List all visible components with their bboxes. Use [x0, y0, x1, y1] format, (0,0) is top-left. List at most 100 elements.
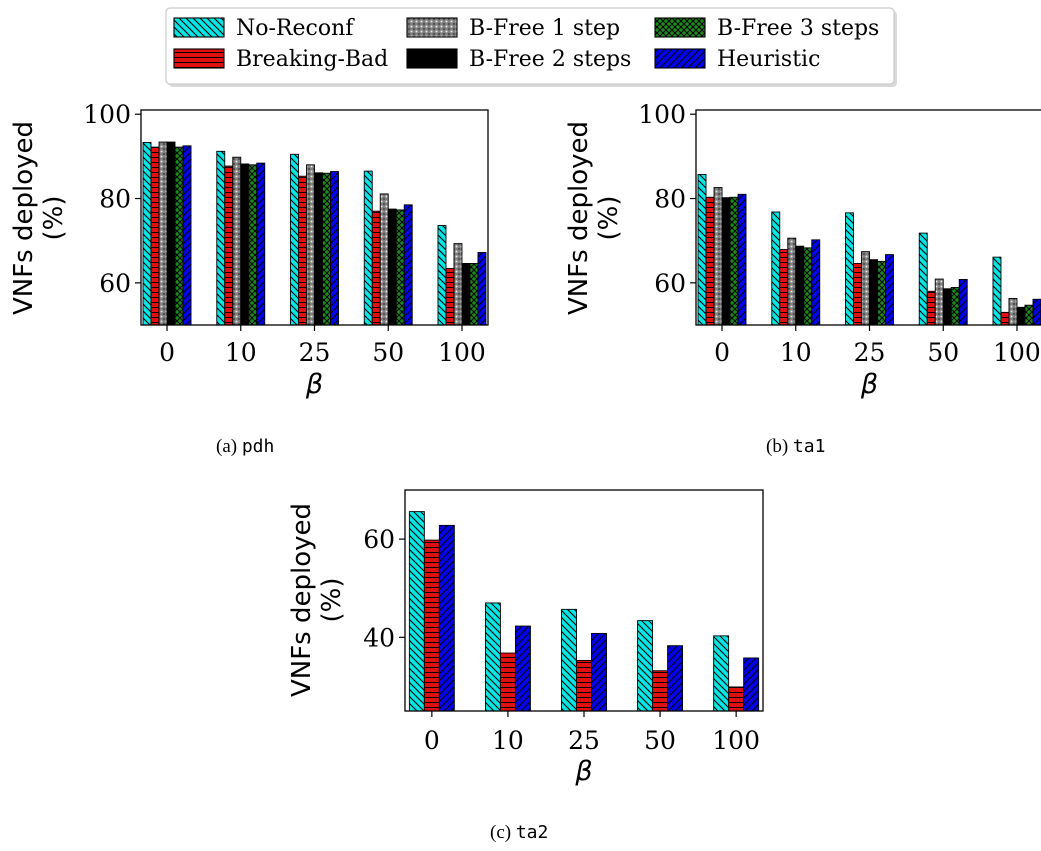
- legend-item-breaking-bad: Breaking-Bad: [173, 47, 388, 72]
- legend-swatch-b-free-3-steps: [654, 17, 706, 38]
- bar-b-free-2-steps-50: [942, 288, 952, 326]
- bar-breaking-bad-50: [371, 210, 381, 326]
- legend-box: [165, 7, 895, 85]
- caption-b: (b) ta1: [766, 436, 825, 457]
- bar-heuristic-50: [403, 204, 413, 326]
- legend-swatch-heuristic: [654, 48, 706, 69]
- y-tick-label: 100: [83, 100, 131, 129]
- bar-no-reconf-10: [771, 211, 781, 326]
- caption-a: (a) pdh: [216, 436, 274, 457]
- x-tick-label: 0: [424, 726, 440, 755]
- bar-heuristic-50: [667, 645, 684, 712]
- chart-pdh: 60 80 100 0 10 25 50 100 VNFs deployed(%) β: [9, 100, 489, 400]
- bar-b-free-2-steps-0: [166, 141, 176, 326]
- bar-breaking-bad-100: [728, 686, 745, 712]
- bar-b-free-1-step-0: [713, 187, 723, 326]
- chart-ta2: 40 60 0 10 25 50 100 VNFs deployed(%) β: [287, 489, 764, 787]
- x-tick-label: 50: [372, 338, 404, 367]
- bar-heuristic-100: [1032, 298, 1041, 326]
- legend: No-Reconf Breaking-Bad B-Free 1 step B-Free…: [165, 7, 897, 87]
- bar-b-free-3-steps-50: [395, 209, 405, 326]
- x-axis-label: β: [860, 369, 878, 400]
- legend-item-heuristic: Heuristic: [654, 47, 820, 72]
- bar-heuristic-10: [514, 625, 531, 712]
- caption-c: (c) ta2: [490, 822, 548, 843]
- bar-breaking-bad-10: [499, 652, 516, 712]
- bar-no-reconf-25: [561, 608, 577, 712]
- legend-label-b-free-3-steps: B-Free 3 steps: [717, 16, 879, 41]
- legend-label-heuristic: Heuristic: [717, 47, 820, 72]
- bar-b-free-2-steps-50: [387, 208, 397, 326]
- bar-no-reconf-100: [713, 635, 730, 712]
- x-tick-label: 25: [568, 726, 600, 755]
- bar-no-reconf-0: [408, 511, 425, 712]
- legend-swatch-no-reconf: [173, 17, 225, 38]
- bar-b-free-1-step-0: [158, 141, 168, 326]
- bar-b-free-3-steps-10: [803, 247, 813, 326]
- bar-breaking-bad-100: [1000, 311, 1010, 326]
- bar-b-free-1-step-25: [861, 251, 870, 326]
- bar-breaking-bad-25: [298, 175, 307, 326]
- legend-label-breaking-bad: Breaking-Bad: [236, 47, 388, 72]
- x-tick-label: 25: [854, 338, 886, 367]
- bar-breaking-bad-25: [853, 263, 862, 326]
- legend-item-b-free-3-steps: B-Free 3 steps: [654, 16, 879, 41]
- bar-breaking-bad-0: [705, 196, 715, 326]
- x-tick-label: 100: [712, 726, 760, 755]
- bar-breaking-bad-0: [423, 539, 440, 712]
- bar-breaking-bad-50: [652, 670, 669, 712]
- bar-no-reconf-25: [290, 153, 299, 326]
- legend-swatch-b-free-1-step: [406, 17, 458, 38]
- bar-b-free-1-step-50: [379, 193, 389, 326]
- bar-heuristic-10: [256, 162, 266, 326]
- bar-breaking-bad-0: [150, 146, 160, 326]
- bar-b-free-3-steps-10: [248, 164, 258, 326]
- x-tick-label: 50: [644, 726, 676, 755]
- x-axis-label: β: [574, 756, 592, 787]
- x-tick-label: 50: [927, 338, 959, 367]
- bar-b-free-1-step-100: [453, 243, 463, 326]
- x-tick-label: 0: [159, 338, 175, 367]
- bars: [408, 511, 760, 712]
- legend-swatch-b-free-2-steps: [406, 48, 458, 69]
- legend-item-b-free-1-step: B-Free 1 step: [406, 16, 620, 41]
- bar-b-free-3-steps-100: [1024, 304, 1034, 326]
- x-tick-label: 0: [714, 338, 730, 367]
- bar-no-reconf-10: [484, 602, 501, 712]
- x-tick-label: 10: [492, 726, 524, 755]
- bar-breaking-bad-10: [224, 165, 234, 326]
- bar-heuristic-100: [477, 252, 487, 326]
- bar-heuristic-10: [811, 239, 821, 326]
- y-tick-label: 80: [654, 185, 686, 214]
- bar-no-reconf-100: [437, 225, 447, 326]
- bar-b-free-1-step-50: [934, 278, 944, 326]
- y-tick-label: 100: [638, 100, 686, 129]
- bar-b-free-2-steps-0: [721, 197, 731, 326]
- bar-b-free-3-steps-0: [174, 146, 184, 326]
- legend-item-b-free-2-steps: B-Free 2 steps: [406, 47, 631, 72]
- bar-b-free-2-steps-10: [240, 163, 250, 326]
- x-tick-label: 10: [225, 338, 257, 367]
- y-tick-label: 80: [99, 185, 131, 214]
- bar-b-free-1-step-25: [306, 164, 315, 326]
- bar-b-free-2-steps-25: [314, 172, 323, 326]
- bar-b-free-1-step-100: [1008, 297, 1018, 326]
- bars: [697, 174, 1041, 326]
- bar-heuristic-100: [743, 657, 760, 712]
- legend-item-no-reconf: No-Reconf: [173, 16, 355, 41]
- bar-b-free-3-steps-25: [322, 172, 331, 326]
- bar-b-free-3-steps-100: [469, 263, 479, 326]
- y-tick-label: 60: [99, 269, 131, 298]
- bar-no-reconf-25: [845, 212, 854, 326]
- bar-b-free-2-steps-100: [1016, 306, 1026, 326]
- x-tick-label: 25: [299, 338, 331, 367]
- bar-heuristic-0: [737, 193, 747, 326]
- legend-label-no-reconf: No-Reconf: [236, 16, 355, 41]
- bar-heuristic-50: [958, 279, 968, 326]
- y-axis-label: VNFs deployed(%): [287, 503, 347, 697]
- bar-b-free-3-steps-25: [877, 260, 886, 326]
- x-tick-label: 10: [780, 338, 812, 367]
- y-tick-label: 60: [363, 525, 395, 554]
- bar-breaking-bad-10: [779, 249, 789, 326]
- bars: [142, 141, 487, 326]
